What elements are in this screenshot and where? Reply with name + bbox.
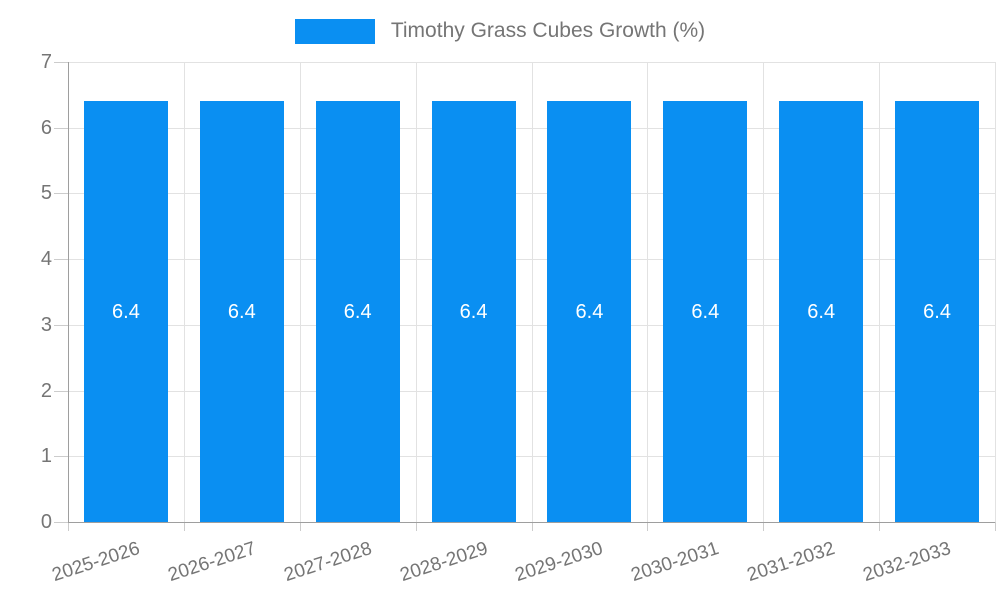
legend-swatch [294,18,375,44]
bar[interactable] [199,101,284,522]
x-gridline [415,62,417,522]
bar[interactable] [663,101,748,522]
bar[interactable] [315,101,400,522]
legend-label: Timothy Grass Cubes Growth (%) [390,19,706,42]
x-gridline [531,62,533,522]
y-axis-tick-label: 1 [40,445,52,468]
y-tick-mark [54,62,68,63]
bar[interactable] [547,101,632,522]
y-axis-tick-label: 6 [40,116,52,139]
x-gridline [647,62,649,522]
y-tick-mark [54,456,68,458]
y-axis-tick-label: 0 [40,511,52,533]
y-tick-mark [54,522,68,523]
x-gridline [299,62,301,522]
bar[interactable] [895,101,980,522]
y-axis-tick-label: 3 [40,313,52,336]
y-axis-line [68,62,69,522]
x-tick-mark [763,522,765,531]
x-gridline [183,62,185,522]
bar[interactable] [779,101,864,522]
x-gridline [995,62,996,522]
x-tick-mark [995,522,996,531]
x-tick-mark [415,522,417,531]
y-axis-tick-label: 4 [40,248,52,271]
bar[interactable] [431,101,516,522]
bar[interactable] [83,101,168,522]
legend-item[interactable]: Timothy Grass Cubes Growth (%) [0,16,1000,46]
y-tick-mark [54,193,68,195]
y-axis-tick-label: 7 [40,51,52,73]
x-tick-mark [68,522,69,531]
x-axis-line [68,522,995,523]
x-tick-mark [531,522,533,531]
x-tick-mark [299,522,301,531]
y-axis-tick-label: 5 [40,182,52,205]
y-tick-mark [54,390,68,392]
x-tick-mark [183,522,185,531]
x-tick-mark [879,522,881,531]
x-gridline [879,62,881,522]
x-gridline [763,62,765,522]
x-tick-mark [647,522,649,531]
y-tick-mark [54,259,68,261]
y-axis-tick-label: 2 [40,379,52,402]
y-tick-mark [54,127,68,129]
y-tick-mark [54,324,68,326]
